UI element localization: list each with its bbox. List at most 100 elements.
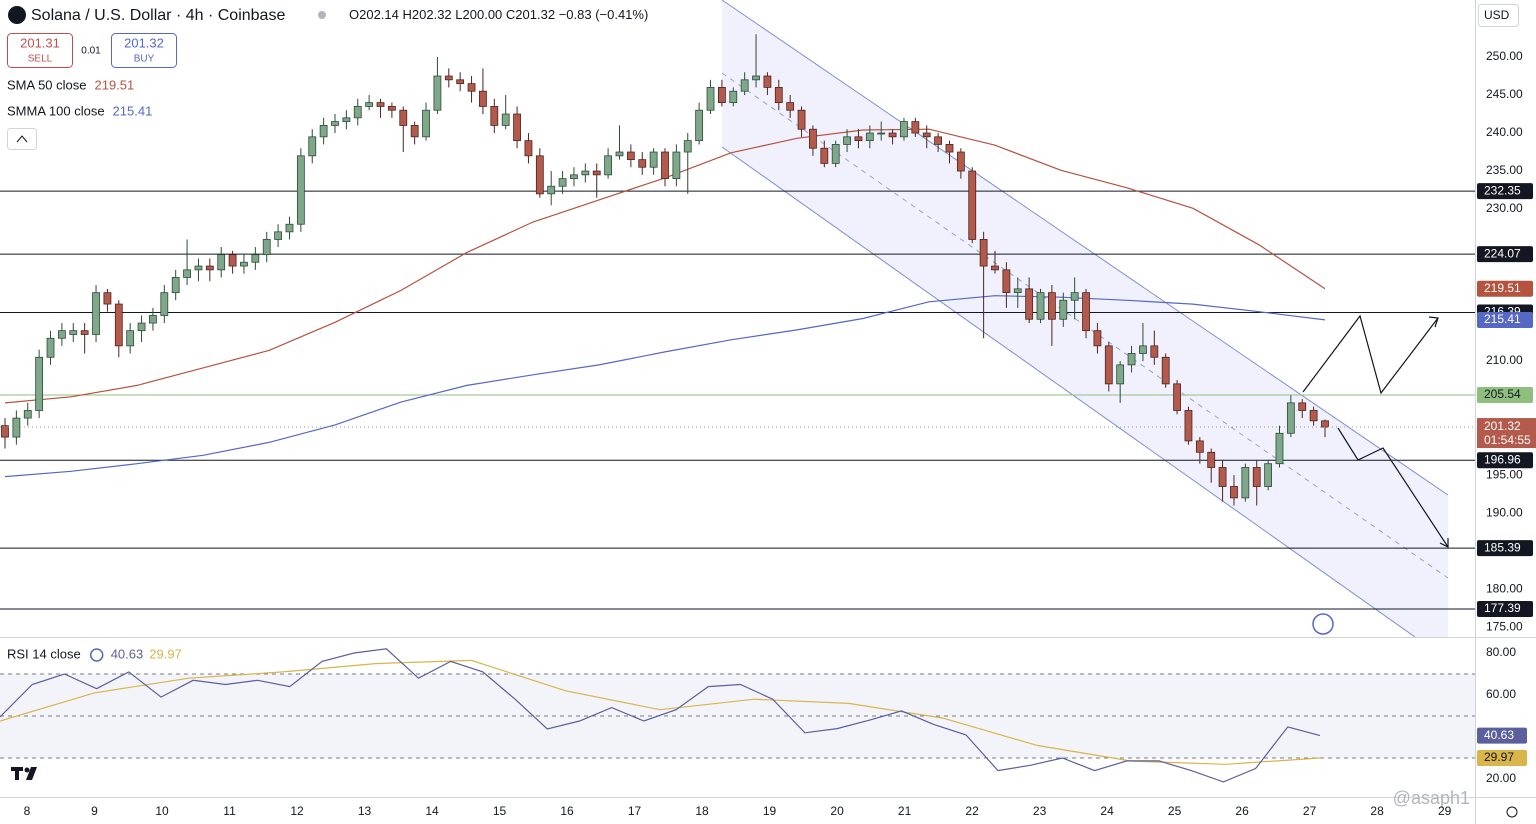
candle-body [1,425,9,438]
candle-body [831,144,840,164]
candle-body [1321,420,1329,428]
candle-body [1150,345,1159,358]
settings-icon[interactable] [1506,806,1518,818]
candle-body [353,106,362,119]
rsi-legend-name: RSI 14 close [7,646,81,661]
candle-body [1241,467,1250,499]
sell-button[interactable] [7,33,73,68]
level-label: 232.35 [1484,183,1521,197]
candle-body [604,155,613,176]
rsi-value-box [1477,727,1527,744]
last-price-box [1477,418,1536,449]
x-tick-label: 9 [91,804,98,818]
candle-body [672,151,681,180]
marks [0,34,1475,783]
y-tick-label: 250.00 [1486,49,1523,63]
candle-body [205,265,214,271]
candle-body [171,277,180,294]
candle-body [331,121,339,126]
candle-body [1161,356,1170,385]
rsi-line [0,659,1321,765]
candle-body [535,155,544,195]
candle-body [1264,463,1273,487]
status-dot [318,11,326,19]
candle-body [945,144,954,153]
y-tick-label: 240.00 [1486,125,1523,139]
y-tick-label: 195.00 [1486,467,1523,481]
y-tick-label: 230.00 [1486,201,1523,215]
candle-body [46,337,55,358]
candle-body [114,303,123,347]
low: L200.00 [455,7,502,22]
candle-body [422,109,430,138]
candle-body [262,239,271,256]
logo-part [24,767,30,773]
high: H202.32 [403,7,452,22]
candle-body [410,125,419,138]
candle-body [513,113,521,142]
level-label-box [1477,600,1533,617]
level-label: 185.39 [1484,540,1521,554]
sell-price: 201.31 [20,35,60,50]
ohlc-legend: O202.14 H202.32 L200.00 C201.32 −0.83 (−… [349,7,648,22]
candle-body [683,140,692,153]
candle-body [922,132,931,138]
candle-body [740,79,749,92]
candle-body [956,151,965,172]
candle-body [1104,345,1113,385]
candle-body [1275,432,1284,465]
logo-part [15,767,19,780]
candle-body [968,170,977,240]
candle-body [558,178,567,187]
candle-body [854,136,863,142]
rsi-value-box [1477,750,1527,767]
candle-body [342,117,351,123]
currency-button[interactable] [1478,4,1519,27]
candle-body [843,136,851,145]
y-tick-label: 175.00 [1486,619,1523,633]
x-tick-label: 19 [763,804,777,818]
rsi-legend-value: 29.97 [149,646,182,661]
bull-path [1302,314,1439,395]
buy-button[interactable] [111,33,177,68]
rsi-legend-value: 40.63 [111,646,144,661]
level-label: 196.96 [1484,452,1521,466]
candle-body [729,90,738,104]
candle-body [296,155,305,225]
replay-icon[interactable] [1312,613,1334,635]
arrow-head [1428,316,1439,328]
candle-body [1173,383,1181,411]
candle-body [251,254,260,263]
ma-legend-value: 215.41 [113,103,153,118]
countdown: 01:54:55 [1484,433,1531,447]
buy-price: 201.32 [124,35,164,50]
candle-body [308,136,317,157]
candle-body [274,231,283,240]
ma-legend-name: SMMA 100 close [7,103,105,118]
candle-body [1116,364,1125,385]
x-tick-label: 17 [628,804,642,818]
tv-logo [11,767,37,780]
candle-body [1230,486,1238,499]
candle-body [1298,402,1307,411]
collapse-button[interactable] [7,128,37,150]
x-tick-label: 13 [358,804,372,818]
x-tick-label: 29 [1438,804,1452,818]
candle-body [217,254,226,271]
candle-body [911,121,920,134]
buy-label: BUY [134,54,155,65]
rsi-legend-icon [89,648,104,662]
symbol-logo [8,6,26,24]
ma-label-box [1477,311,1533,328]
candle-body [581,170,590,176]
y-tick-label: 245.00 [1486,87,1523,101]
candle-body [399,109,408,126]
x-tick-label: 24 [1100,804,1114,818]
candle-body [376,102,385,107]
candle-body [1025,288,1034,320]
level-label-box [1477,540,1533,557]
x-tick-label: 10 [155,804,169,818]
candle-body [809,128,817,149]
candle-body [240,261,248,267]
